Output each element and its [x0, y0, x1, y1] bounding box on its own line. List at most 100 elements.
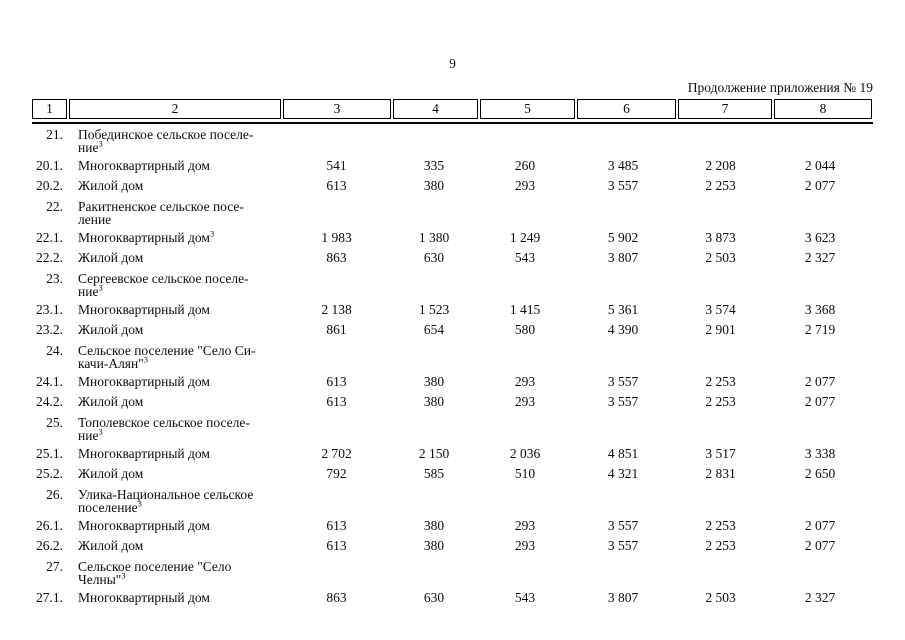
header-cell-8: 8: [774, 99, 872, 119]
row-label: Жилой дом: [78, 322, 144, 337]
cell-value-5: 1 415: [509, 302, 541, 317]
row-number: 25.: [46, 415, 63, 430]
cell-value-8: 2 077: [804, 374, 836, 389]
cell-value-3: 613: [326, 394, 347, 409]
cell-value-4: 1 380: [418, 230, 450, 245]
table-row-section: 22. Ракитненское сельское посе- ление: [32, 196, 872, 228]
row-number: 27.: [46, 559, 63, 574]
cell-value-6: 3 557: [607, 538, 639, 553]
cell-value-8: 3 338: [804, 446, 836, 461]
cell-value-6: 4 321: [607, 466, 639, 481]
page-number: 9: [449, 56, 456, 71]
row-number: 23.2.: [36, 322, 63, 337]
row-label: Жилой дом: [78, 466, 144, 481]
row-label-line1: Тополевское сельское поселе-: [78, 415, 250, 430]
row-number: 22.1.: [36, 230, 63, 245]
cell-value-8: 2 077: [804, 394, 836, 409]
cell-value-5: 510: [514, 466, 536, 481]
cell-value-6: 5 902: [607, 230, 639, 245]
cell-value-5: 293: [514, 178, 536, 193]
cell-value-8: 3 368: [804, 302, 836, 317]
row-label: Многоквартирный дом: [78, 590, 210, 605]
continuation-note: Продолжение приложения № 19: [687, 80, 873, 95]
row-label: Многоквартирный дом: [78, 446, 210, 461]
cell-value-7: 2 503: [705, 590, 736, 605]
row-number: 26.: [46, 487, 63, 502]
table-header-row: 1 2 3 4 5 6 7 8: [32, 99, 872, 119]
cell-value-4: 1 523: [418, 302, 450, 317]
cell-value-7: 3 873: [705, 230, 736, 245]
row-number: 21.: [46, 127, 63, 142]
table-row-data: 25.1. Многоквартирный дом 2 702 2 150 2 …: [32, 444, 872, 464]
row-label: Многоквартирный дом: [78, 302, 210, 317]
row-number: 24.1.: [36, 374, 63, 389]
row-label: Жилой дом: [78, 178, 144, 193]
cell-value-5: 543: [514, 590, 536, 605]
cell-value-7: 2 253: [705, 178, 736, 193]
row-label-line2: ление: [78, 212, 112, 227]
row-label-line1: Ракитненское сельское посе-: [78, 199, 244, 214]
row-label: Тополевское сельское поселе- ние3: [68, 415, 872, 443]
cell-value-6: 3 557: [607, 394, 639, 409]
table-row-section: 23. Сергеевское сельское поселе- ние3: [32, 268, 872, 300]
cell-value-3: 613: [326, 374, 347, 389]
cell-value-8: 2 650: [804, 466, 836, 481]
row-label-line1: Сельское поселение "Село Си-: [78, 343, 256, 358]
row-number: 26.2.: [36, 538, 63, 553]
table-row-section: 26. Улика-Национальное сельское поселени…: [32, 484, 872, 516]
cell-value-6: 3 807: [607, 250, 639, 265]
header-cell-3: 3: [283, 99, 391, 119]
table-row-data: 26.1. Многоквартирный дом 613 380 293 3 …: [32, 516, 872, 536]
row-label: Сергеевское сельское поселе- ние3: [68, 272, 872, 299]
row-label: Сельское поселение "Село Си- качи-Алян"3: [68, 343, 872, 371]
header-cell-2: 2: [69, 99, 281, 119]
cell-value-7: 2 253: [705, 394, 736, 409]
header-cell-5: 5: [480, 99, 575, 119]
table-row-data: 25.2. Жилой дом 792 585 510 4 321 2 831 …: [32, 464, 872, 484]
cell-value-3: 613: [326, 178, 347, 193]
cell-value-6: 3 557: [607, 178, 639, 193]
cell-value-3: 863: [326, 250, 347, 265]
cell-value-4: 380: [423, 538, 445, 553]
cell-value-7: 2 208: [705, 158, 736, 173]
cell-value-7: 2 503: [705, 250, 736, 265]
row-label: Многоквартирный дом: [78, 374, 210, 389]
row-label-line2: ние3: [78, 282, 103, 299]
cell-value-3: 2 702: [321, 446, 352, 461]
cell-value-5: 260: [514, 158, 536, 173]
table-row-data: 24.2. Жилой дом 613 380 293 3 557 2 253 …: [32, 392, 872, 412]
cell-value-4: 630: [423, 590, 445, 605]
table-row-section: 21. Побединское сельское поселе- ние3: [32, 124, 872, 156]
row-number: 23.: [46, 271, 63, 286]
cell-value-3: 613: [326, 518, 347, 533]
row-number: 25.1.: [36, 446, 63, 461]
table-row-section: 25. Тополевское сельское поселе- ние3: [32, 412, 872, 444]
row-label-line2: поселение3: [78, 498, 142, 515]
cell-value-4: 380: [423, 518, 445, 533]
row-label: Улика-Национальное сельское поселение3: [68, 488, 872, 515]
cell-value-4: 630: [423, 250, 445, 265]
cell-value-6: 4 390: [607, 322, 639, 337]
row-number: 27.1.: [36, 590, 63, 605]
cell-value-8: 3 623: [804, 230, 836, 245]
cell-value-8: 2 077: [804, 178, 836, 193]
cell-value-8: 2 327: [804, 250, 836, 265]
header-divider: [32, 122, 873, 124]
cell-value-3: 863: [326, 590, 347, 605]
row-number: 20.1.: [36, 158, 63, 173]
header-cell-6: 6: [577, 99, 676, 119]
cell-value-5: 580: [514, 322, 536, 337]
row-label: Ракитненское сельское посе- ление: [68, 199, 872, 227]
cell-value-3: 861: [326, 322, 347, 337]
cell-value-7: 2 901: [705, 322, 736, 337]
cell-value-8: 2 077: [804, 538, 836, 553]
cell-value-4: 380: [423, 178, 445, 193]
cell-value-8: 2 077: [804, 518, 836, 533]
row-number: 20.2.: [36, 178, 63, 193]
cell-value-7: 2 253: [705, 538, 736, 553]
row-label: Многоквартирный дом3: [78, 228, 215, 245]
row-number: 22.2.: [36, 250, 63, 265]
cell-value-4: 380: [423, 374, 445, 389]
row-label-line2: качи-Алян"3: [78, 354, 148, 371]
cell-value-8: 2 044: [804, 158, 836, 173]
